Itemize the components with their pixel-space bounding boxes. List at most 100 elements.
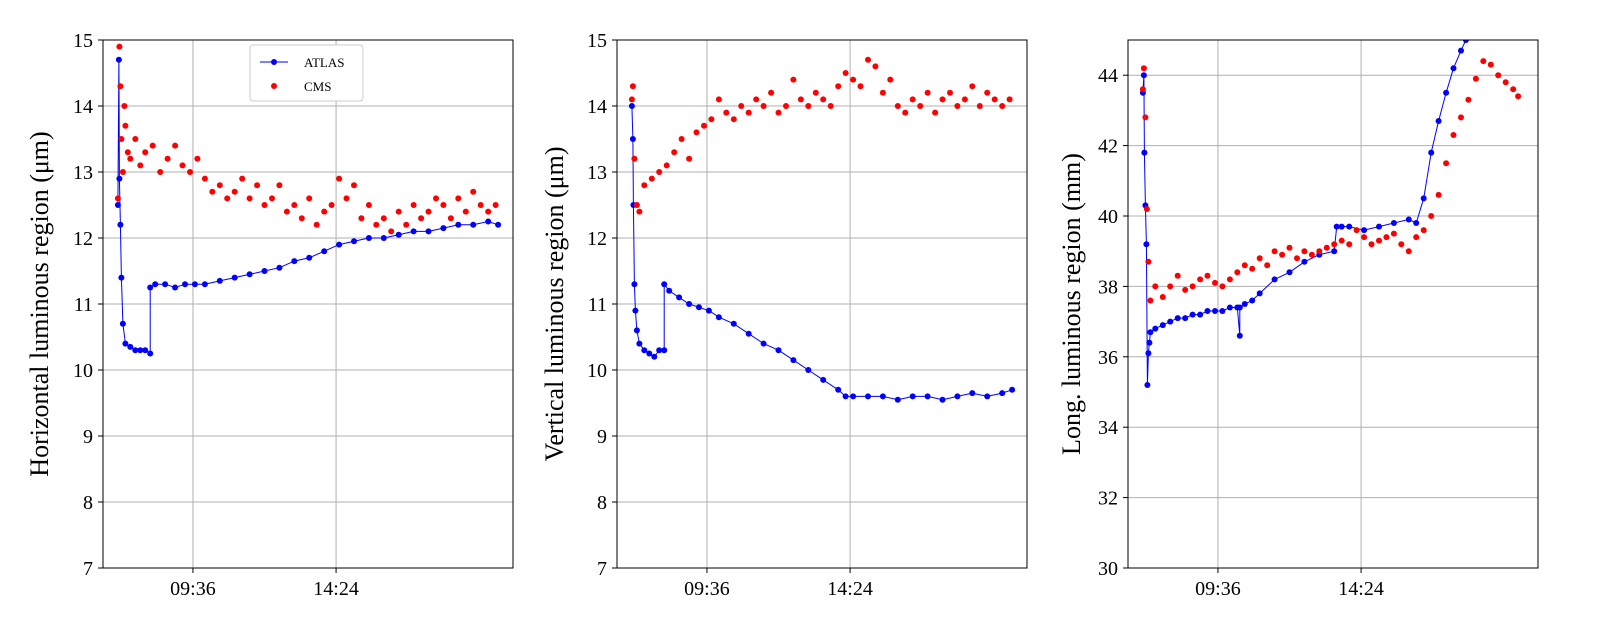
- plot-area: [1139, 40, 1522, 388]
- cms-point: [343, 195, 350, 202]
- legend: ATLAS CMS: [249, 44, 364, 102]
- cms-point: [1383, 234, 1390, 241]
- atlas-point: [470, 221, 477, 228]
- cms-point: [1323, 244, 1330, 251]
- chart-panel-2: 7 8 9 10 11 12 13 14 15 09:36 14:24 Vertical lumino…: [540, 30, 1028, 600]
- cms-point: [119, 169, 126, 175]
- cms-point: [1212, 279, 1218, 286]
- cms-point: [999, 103, 1006, 109]
- cms-point: [1361, 234, 1368, 241]
- atlas-point: [1413, 220, 1420, 226]
- atlas-point: [351, 238, 357, 245]
- cms-point: [753, 96, 760, 103]
- cms-point: [1405, 248, 1412, 255]
- cms-point: [656, 169, 663, 175]
- cms-point: [1495, 72, 1502, 79]
- cms-point: [887, 76, 894, 83]
- atlas-point: [1204, 308, 1211, 314]
- atlas-point: [395, 231, 402, 238]
- cms-point: [1428, 213, 1435, 219]
- atlas-point: [1256, 290, 1263, 297]
- atlas-point: [745, 330, 752, 337]
- atlas-point: [850, 393, 857, 400]
- atlas-point: [1144, 382, 1151, 388]
- cms-point: [1139, 86, 1146, 93]
- cms-point: [117, 83, 124, 90]
- x-tick-label: 14:24: [827, 578, 873, 600]
- x-tick-label: 09:36: [170, 578, 216, 600]
- cms-point: [1271, 248, 1278, 255]
- chart-panel-3: 30 32 34 36 38 40 42 44 09:36 14:24 Long. luminous…: [1057, 39, 1539, 600]
- y-tick-label: 12: [73, 228, 93, 250]
- atlas-point: [790, 357, 797, 364]
- cms-point: [1458, 114, 1464, 121]
- atlas-point: [1182, 315, 1189, 322]
- cms-point: [172, 142, 179, 149]
- cms-point: [745, 109, 752, 116]
- cms-point: [1390, 230, 1397, 237]
- y-tick-label: 11: [588, 294, 607, 316]
- cms-point: [209, 188, 216, 195]
- cms-point: [388, 228, 395, 235]
- cms-point: [820, 96, 827, 103]
- atlas-point: [1236, 304, 1243, 311]
- atlas-point: [1145, 350, 1152, 357]
- cms-point: [276, 182, 283, 189]
- cms-point: [865, 56, 871, 63]
- cms-point: [790, 76, 797, 83]
- atlas-point: [137, 347, 144, 354]
- atlas-point: [1167, 318, 1174, 325]
- cms-point: [1256, 255, 1263, 262]
- atlas-point: [1146, 339, 1153, 346]
- atlas-point: [969, 390, 976, 397]
- atlas-point: [216, 277, 223, 284]
- atlas-point: [954, 393, 961, 400]
- cms-point: [1219, 283, 1226, 290]
- cms-point: [701, 122, 707, 129]
- y-tick-label: 36: [1098, 347, 1118, 369]
- plot-area: [114, 43, 502, 357]
- cms-point: [164, 155, 171, 162]
- atlas-point: [1147, 329, 1154, 336]
- cms-point: [477, 202, 484, 208]
- atlas-point: [1331, 248, 1338, 255]
- cms-point: [969, 83, 976, 90]
- cms-point: [686, 155, 693, 162]
- atlas-point: [1301, 258, 1308, 265]
- atlas-point: [231, 274, 238, 281]
- atlas-point: [1450, 65, 1457, 72]
- atlas-point: [119, 320, 126, 327]
- atlas-point: [1405, 216, 1412, 223]
- y-tick-label: 9: [83, 426, 93, 448]
- atlas-point: [760, 340, 767, 347]
- cms-point: [142, 149, 149, 156]
- cms-point: [768, 89, 775, 96]
- cms-point: [775, 109, 782, 116]
- cms-point: [1197, 276, 1204, 283]
- cms-point: [1510, 86, 1517, 93]
- atlas-point: [246, 271, 253, 278]
- y-axis-label: Long. luminous region (mm): [1057, 153, 1086, 455]
- y-tick-label: 7: [597, 558, 607, 580]
- cms-point: [1515, 93, 1522, 100]
- atlas-point: [805, 367, 812, 373]
- cms-point: [1316, 248, 1323, 255]
- cms-point: [984, 89, 991, 96]
- chart-panel-1: 7 8 9 10 11 12 13 14 15 09:36 14:24 Horizontal lumi…: [25, 30, 514, 600]
- y-tick-label: 10: [73, 360, 93, 382]
- atlas-point: [924, 393, 931, 400]
- plot-frame: [616, 39, 1028, 569]
- x-tick-label: 09:36: [684, 578, 730, 600]
- atlas-point: [1212, 308, 1218, 314]
- atlas-point: [984, 393, 991, 400]
- cms-point: [124, 149, 131, 156]
- cms-point: [909, 96, 916, 103]
- cms-point: [1241, 262, 1248, 269]
- atlas-point: [380, 235, 387, 241]
- cms-point: [648, 175, 655, 182]
- atlas-point: [115, 56, 122, 63]
- atlas-point: [909, 393, 916, 400]
- cms-point: [410, 202, 417, 208]
- cms-point: [1368, 241, 1375, 248]
- atlas-point: [152, 281, 159, 288]
